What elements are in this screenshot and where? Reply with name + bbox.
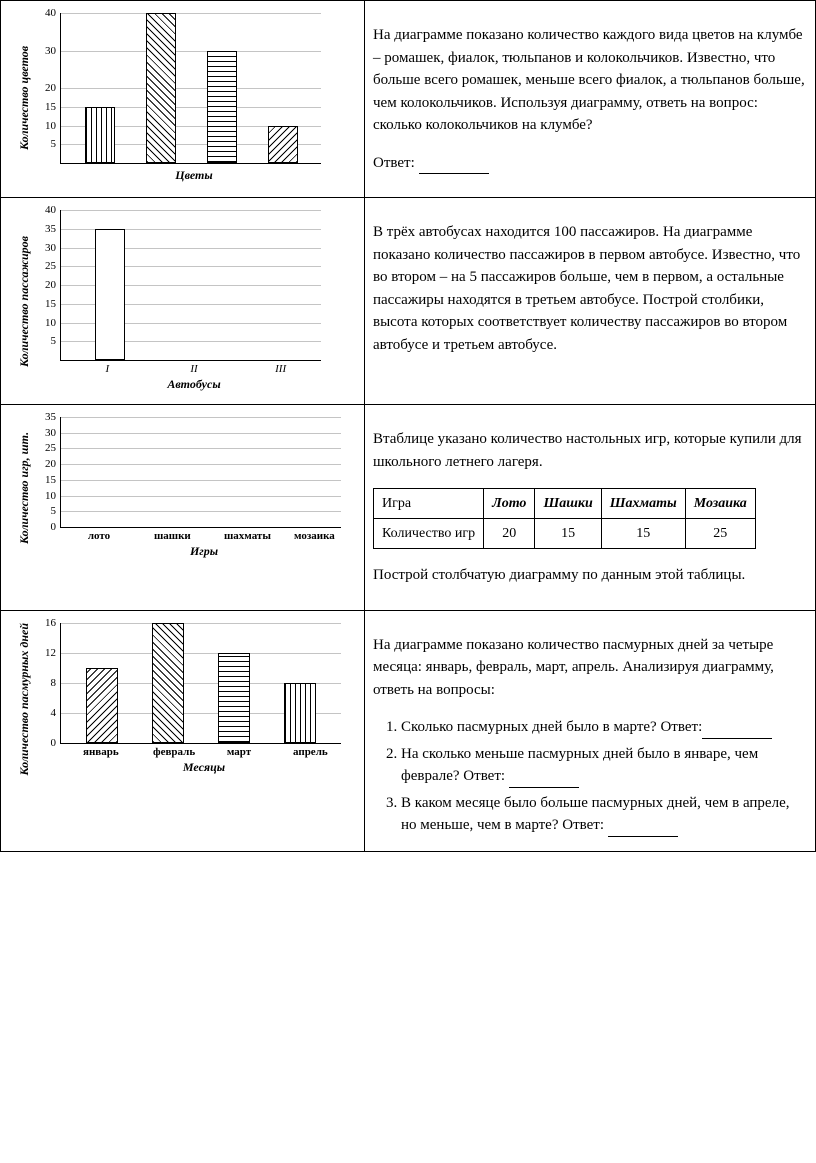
answer-blank bbox=[509, 787, 579, 788]
val-loto: 20 bbox=[484, 519, 535, 549]
answer-label: Ответ: bbox=[373, 155, 415, 171]
bar-2 bbox=[207, 51, 237, 164]
games-chart: Количество игр, шт.05101520253035лотошаш… bbox=[9, 413, 356, 563]
y-axis-label: Количество цветов bbox=[13, 13, 32, 183]
x-axis-label: Цветы bbox=[56, 168, 332, 183]
plot-area bbox=[60, 623, 341, 744]
table-header-row: Игра Лото Шашки Шахматы Мозаика bbox=[374, 489, 756, 519]
text-cell-4: На диаграмме показано количество пасмурн… bbox=[365, 610, 816, 851]
table-data-row: Количество игр 20 15 15 25 bbox=[374, 519, 756, 549]
bar-0 bbox=[86, 668, 118, 743]
text-cell-2: В трёх автобусах находится 100 пассажиро… bbox=[365, 198, 816, 405]
games-table: Игра Лото Шашки Шахматы Мозаика Количест… bbox=[373, 488, 756, 549]
plot-area bbox=[60, 13, 321, 164]
x-axis-label: Игры bbox=[56, 544, 352, 559]
val-shashki: 15 bbox=[535, 519, 601, 549]
th-mozaika: Мозаика bbox=[685, 489, 755, 519]
chart-cell-3: Количество игр, шт.05101520253035лотошаш… bbox=[1, 405, 365, 611]
y-ticks: 05101520253035 bbox=[32, 417, 60, 527]
answer-blank bbox=[419, 173, 489, 174]
questions-list: Сколько пасмурных дней было в марте? Отв… bbox=[373, 716, 807, 837]
x-axis-label: Автобусы bbox=[56, 377, 332, 392]
text-cell-3: Втаблице указано количество настольных и… bbox=[365, 405, 816, 611]
plot-area bbox=[60, 417, 341, 528]
y-axis-label: Количество пасмурных дней bbox=[13, 623, 32, 776]
worksheet-table: Количество цветов51015203040 Цветы На диа… bbox=[0, 0, 816, 852]
row-label: Количество игр bbox=[374, 519, 484, 549]
question-3: В каком месяце было больше пасмурных дне… bbox=[401, 792, 807, 837]
th-loto: Лото bbox=[484, 489, 535, 519]
bar-0 bbox=[85, 107, 115, 163]
task4-text: На диаграмме показано количество пасмурн… bbox=[373, 634, 807, 702]
th-shahmaty: Шахматы bbox=[601, 489, 685, 519]
flowers-chart: Количество цветов51015203040 Цветы bbox=[9, 9, 356, 187]
task1-answer-line: Ответ: bbox=[373, 152, 807, 175]
bar-0 bbox=[95, 229, 125, 360]
task3-text-2: Построй столбчатую диаграмму по данным э… bbox=[373, 564, 807, 587]
answer-blank bbox=[608, 836, 678, 837]
task2-text: В трёх автобусах находится 100 пассажиро… bbox=[373, 221, 807, 356]
chart-cell-1: Количество цветов51015203040 Цветы bbox=[1, 1, 365, 198]
bar-3 bbox=[284, 683, 316, 743]
y-ticks: 0481216 bbox=[32, 623, 60, 743]
question-1: Сколько пасмурных дней было в марте? Отв… bbox=[401, 716, 807, 739]
th-shashki: Шашки bbox=[535, 489, 601, 519]
months-chart: Количество пасмурных дней0481216январьфе… bbox=[9, 619, 356, 780]
bar-1 bbox=[146, 13, 176, 163]
plot-area bbox=[60, 210, 321, 361]
chart-cell-4: Количество пасмурных дней0481216январьфе… bbox=[1, 610, 365, 851]
y-axis-label: Количество игр, шт. bbox=[13, 417, 32, 559]
task3-text-1: Втаблице указано количество настольных и… bbox=[373, 428, 807, 473]
buses-chart: Количество пассажиров510152025303540IIII… bbox=[9, 206, 356, 396]
val-mozaika: 25 bbox=[685, 519, 755, 549]
y-axis-label: Количество пассажиров bbox=[13, 210, 32, 392]
bar-1 bbox=[152, 623, 184, 743]
y-ticks: 510152025303540 bbox=[32, 210, 60, 360]
bar-2 bbox=[218, 653, 250, 743]
question-2: На сколько меньше пасмурных дней было в … bbox=[401, 743, 807, 788]
chart-cell-2: Количество пассажиров510152025303540IIII… bbox=[1, 198, 365, 405]
th-game: Игра bbox=[374, 489, 484, 519]
y-ticks: 51015203040 bbox=[32, 13, 60, 163]
val-shahmaty: 15 bbox=[601, 519, 685, 549]
task1-text: На диаграмме показано количество каждого… bbox=[373, 24, 807, 137]
answer-blank bbox=[702, 738, 772, 739]
text-cell-1: На диаграмме показано количество каждого… bbox=[365, 1, 816, 198]
bar-3 bbox=[268, 126, 298, 164]
x-axis-label: Месяцы bbox=[56, 760, 352, 775]
